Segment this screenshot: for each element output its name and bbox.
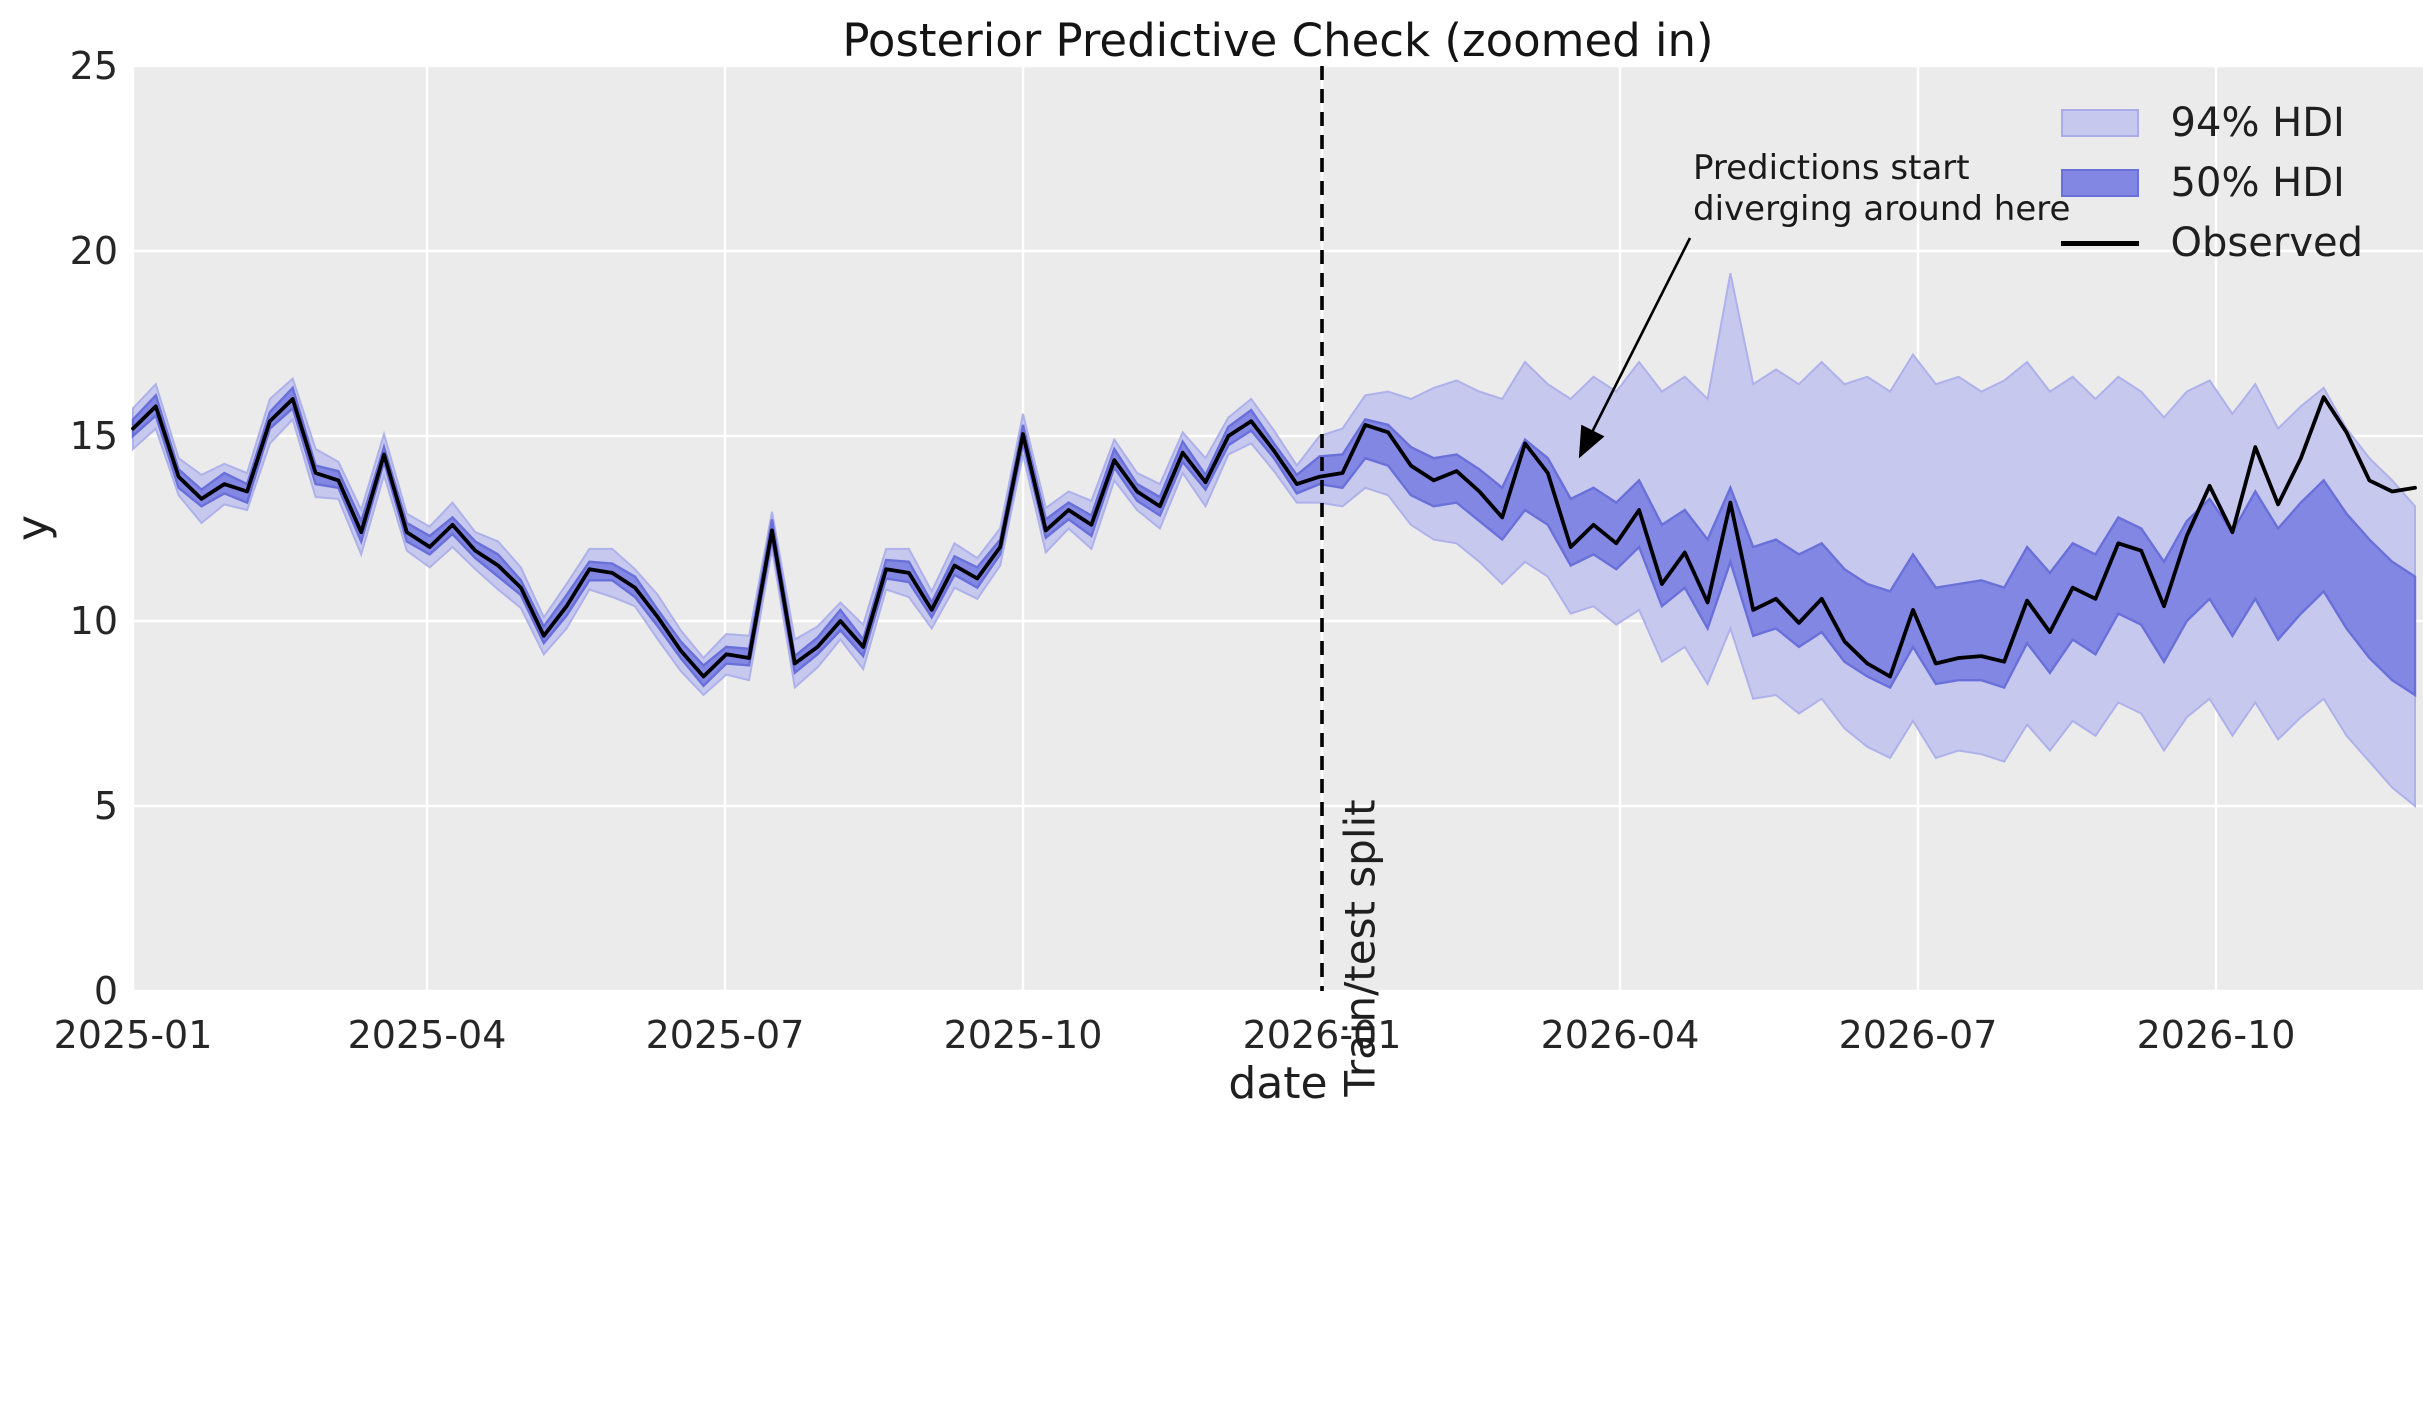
y-tick-label: 20 <box>69 229 118 273</box>
hdi50-swatch-icon <box>2060 169 2139 197</box>
annotation-line1: Predictions start <box>1693 148 1970 188</box>
annotation-text: Predictions start diverging around here <box>1693 148 2070 230</box>
chart-title: Posterior Predictive Check (zoomed in) <box>842 14 1714 67</box>
x-tick-label: 2026-10 <box>2136 1013 2296 1057</box>
x-tick-label: 2026-04 <box>1540 1013 1700 1057</box>
hdi94-swatch-icon <box>2060 109 2139 137</box>
legend-label: Observed <box>2170 220 2363 266</box>
y-axis-label: y <box>7 514 59 542</box>
observed-line-icon <box>2060 240 2139 246</box>
x-tick-label: 2026-07 <box>1838 1013 1998 1057</box>
y-tick-label: 25 <box>69 44 118 88</box>
legend-item-observed: Observed <box>2060 218 2363 268</box>
train-test-split-label: Train/test split <box>1335 799 1385 1097</box>
legend-label: 50% HDI <box>2170 160 2345 206</box>
annotation-line2: diverging around here <box>1693 189 2071 229</box>
x-tick-label: 2025-10 <box>943 1013 1103 1057</box>
x-tick-label: 2026-01 <box>1242 1013 1402 1057</box>
x-tick-label: 2025-07 <box>645 1013 805 1057</box>
x-axis-label: date <box>1228 1058 1328 1109</box>
annotation-arrow <box>1578 237 1692 459</box>
legend-item-50hdi: 50% HDI <box>2060 158 2363 208</box>
y-tick-label: 10 <box>69 599 118 643</box>
y-tick-label: 5 <box>93 784 118 828</box>
x-tick-label: 2025-04 <box>347 1013 507 1057</box>
legend-label: 94% HDI <box>2170 100 2345 146</box>
hdi50-band <box>131 385 2417 698</box>
y-tick-label: 0 <box>93 969 118 1013</box>
legend-item-94hdi: 94% HDI <box>2060 98 2363 148</box>
observed-line <box>131 395 2417 679</box>
x-tick-label: 2025-01 <box>53 1013 213 1057</box>
y-tick-label: 15 <box>69 414 118 458</box>
legend: 94% HDI 50% HDI Observed <box>2060 98 2363 268</box>
